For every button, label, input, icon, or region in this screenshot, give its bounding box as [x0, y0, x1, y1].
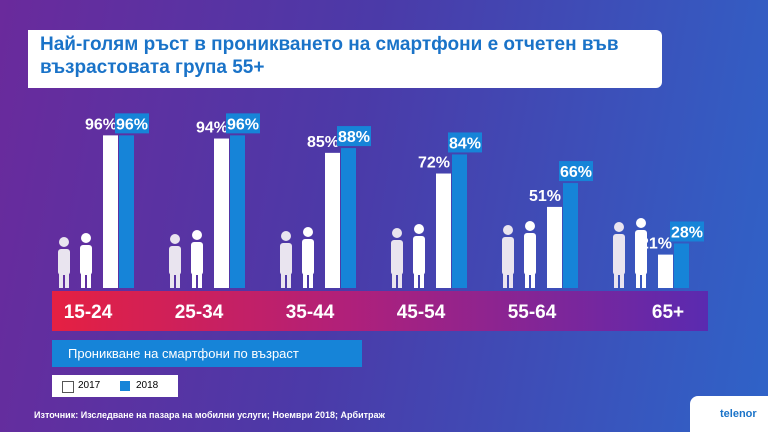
legend-swatch: [62, 381, 74, 393]
person-icon: [287, 274, 291, 288]
value-label-box: [670, 221, 704, 242]
person-icon: [392, 228, 402, 238]
person-icon: [503, 274, 507, 288]
value-label: 51%: [529, 188, 561, 205]
bar: [658, 254, 673, 288]
value-label: 66%: [560, 164, 592, 181]
bar: [452, 154, 467, 288]
person-icon: [192, 230, 202, 240]
value-label: 94%: [196, 120, 228, 137]
person-icon: [192, 274, 196, 288]
bar: [230, 135, 245, 288]
person-icon: [614, 274, 618, 288]
person-icon: [525, 274, 529, 288]
value-label: 28%: [671, 224, 703, 241]
person-icon: [502, 237, 514, 275]
person-icon: [309, 274, 313, 288]
bar: [103, 135, 118, 288]
person-icon: [635, 230, 647, 275]
category-band: [52, 291, 708, 331]
person-icon: [414, 224, 424, 234]
person-icon: [303, 274, 307, 288]
x-tick-label: 25-34: [175, 302, 224, 323]
person-icon: [81, 274, 85, 288]
person-icon: [398, 274, 402, 288]
x-tick-label: 35-44: [286, 302, 335, 323]
person-icon: [198, 274, 202, 288]
legend: 2017 2018: [52, 375, 178, 397]
value-label: 88%: [338, 129, 370, 146]
subtitle: Проникване на смартфони по възраст: [52, 340, 362, 367]
x-tick-label: 45-54: [397, 302, 446, 323]
person-icon: [303, 227, 313, 237]
person-icon: [614, 222, 624, 232]
person-icon: [65, 274, 69, 288]
person-icon: [170, 274, 174, 288]
person-icon: [280, 243, 292, 275]
person-icon: [642, 274, 646, 288]
x-tick-label: 15-24: [64, 302, 113, 323]
bar: [214, 138, 229, 288]
value-label: 85%: [307, 134, 339, 151]
bar: [547, 206, 562, 288]
person-icon: [420, 274, 424, 288]
person-icon: [414, 274, 418, 288]
person-icon: [620, 274, 624, 288]
person-icon: [636, 274, 640, 288]
x-tick-label: 55-64: [508, 302, 557, 323]
person-icon: [636, 218, 646, 228]
bar: [436, 173, 451, 288]
person-icon: [281, 274, 285, 288]
person-icon: [302, 239, 314, 275]
person-icon: [413, 236, 425, 275]
logo: telenor: [690, 396, 768, 432]
person-icon: [87, 274, 91, 288]
person-icon: [58, 249, 70, 275]
value-label-box: [337, 126, 371, 147]
value-label-box: [115, 113, 149, 134]
bar: [341, 148, 356, 288]
value-label: 21%: [640, 236, 672, 253]
logo-text: telenor: [720, 408, 757, 420]
value-label-box: [559, 161, 593, 182]
person-icon: [509, 274, 513, 288]
person-icon: [392, 274, 396, 288]
chart-title: Най-голям ръст в проникването на смартфо…: [28, 30, 662, 88]
person-icon: [59, 274, 63, 288]
bar: [119, 135, 134, 288]
person-icon: [503, 225, 513, 235]
person-icon: [524, 233, 536, 275]
person-icon: [391, 240, 403, 275]
person-icon: [59, 237, 69, 247]
bar: [325, 152, 340, 288]
person-icon: [170, 234, 180, 244]
x-tick-label: 65+: [652, 302, 684, 323]
person-icon: [531, 274, 535, 288]
value-label-box: [448, 132, 482, 153]
value-label: 96%: [227, 116, 259, 133]
person-icon: [81, 233, 91, 243]
value-label: 72%: [418, 155, 450, 172]
legend-label: 2018: [136, 380, 159, 391]
legend-swatch: [120, 381, 130, 391]
bar: [563, 183, 578, 288]
person-icon: [169, 246, 181, 275]
value-label: 96%: [116, 116, 148, 133]
person-icon: [191, 242, 203, 275]
person-icon: [525, 221, 535, 231]
person-icon: [613, 234, 625, 275]
legend-label: 2017: [78, 380, 101, 391]
person-icon: [80, 245, 92, 275]
bar: [674, 243, 689, 288]
source-note: Източник: Изследване на пазара на мобилн…: [34, 410, 385, 420]
person-icon: [176, 274, 180, 288]
person-icon: [281, 231, 291, 241]
value-label-box: [226, 113, 260, 134]
value-label: 96%: [85, 116, 117, 133]
value-label: 84%: [449, 135, 481, 152]
